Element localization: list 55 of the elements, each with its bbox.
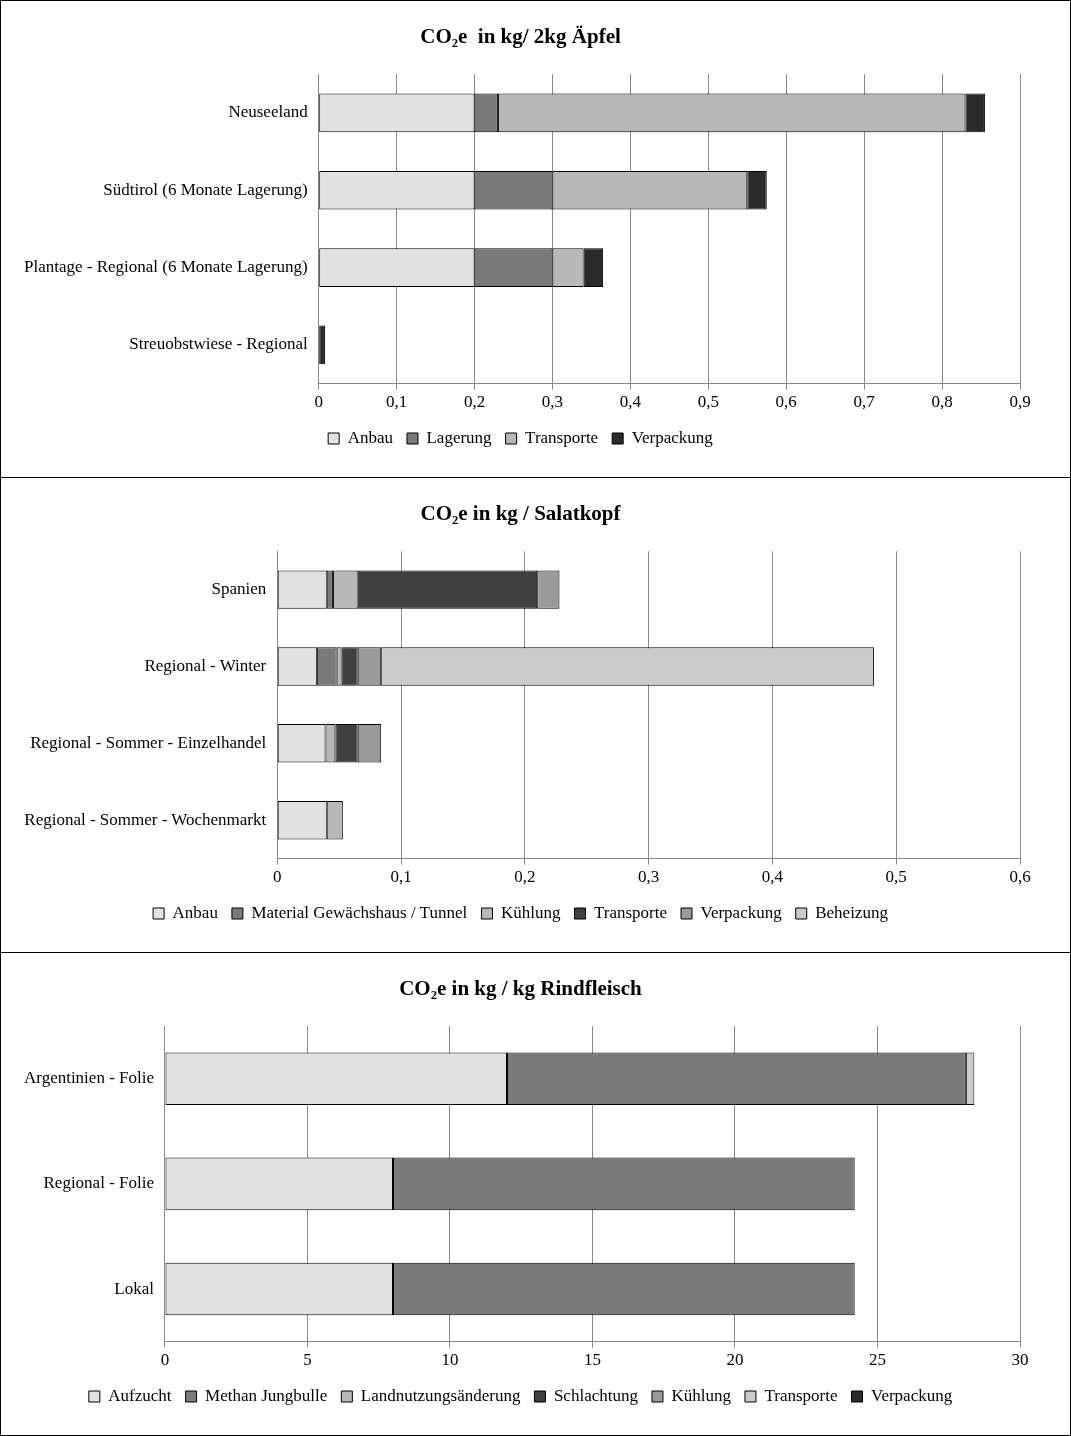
y-tick-label: Regional - Sommer - Einzelhandel (30, 732, 267, 752)
x-tick-label: 0 (160, 1350, 170, 1370)
x-tick-label: 10 (441, 1350, 459, 1370)
legend-label: Beheizung (815, 902, 889, 922)
x-tick-label: 25 (869, 1350, 886, 1370)
x-tick-label: 0 (314, 392, 323, 412)
x-tick-label: 0,1 (386, 392, 408, 412)
chart-title: CO₂e in kg / kg Rindfleisch (399, 976, 643, 1001)
x-tick-label: 0 (272, 867, 282, 887)
x-tick-label: 5 (303, 1350, 312, 1370)
chart-title: CO₂e in kg / Salatkopf (420, 501, 622, 526)
y-tick-label: Streuobstwiese - Regional (129, 334, 308, 354)
x-tick-label: 0,9 (1009, 392, 1031, 412)
legend-label: Methan Jungbulle (205, 1385, 328, 1405)
x-tick-label: 0,4 (619, 392, 642, 412)
legend-label: Verpackung (700, 902, 783, 922)
chart-title: CO₂e in kg/ 2kg Äpfel (420, 24, 621, 49)
x-tick-label: 0,7 (853, 392, 876, 412)
legend-label: Verpackung (871, 1385, 953, 1405)
legend-label: Transporte (764, 1385, 838, 1405)
y-tick-label: Südtirol (6 Monate Lagerung) (103, 179, 308, 199)
legend-label: Kühlung (671, 1385, 732, 1405)
x-tick-label: 0,5 (885, 867, 907, 887)
y-tick-label: Lokal (114, 1278, 155, 1298)
x-tick-label: 0,6 (775, 392, 797, 412)
legend-label: Transporte (525, 427, 599, 447)
y-tick-label: Spanien (211, 579, 267, 599)
x-tick-label: 0,1 (390, 867, 412, 887)
legend-label: Aufzucht (108, 1385, 172, 1405)
legend-label: Lagerung (426, 427, 493, 447)
legend-label: Transporte (593, 902, 668, 922)
legend-label: Anbau (347, 427, 394, 447)
x-tick-label: 0,8 (931, 392, 953, 412)
x-tick-label: 0,5 (697, 392, 719, 412)
x-tick-label: 15 (584, 1350, 601, 1370)
y-tick-label: Regional - Winter (144, 655, 267, 675)
legend-label: Landnutzungsänderung (360, 1385, 521, 1405)
x-tick-label: 0,3 (541, 392, 564, 412)
legend-label: Verpackung (631, 427, 714, 447)
y-tick-label: Argentinien - Folie (24, 1068, 154, 1088)
x-tick-label: 0,2 (514, 867, 536, 887)
x-tick-label: 0,2 (463, 392, 486, 412)
legend-label: Schlachtung (553, 1385, 639, 1405)
legend-label: Kühlung (500, 902, 561, 922)
y-tick-label: Plantage - Regional (6 Monate Lagerung) (23, 257, 308, 277)
x-tick-label: 0,3 (637, 867, 660, 887)
y-tick-label: Regional - Folie (43, 1173, 154, 1193)
legend-label: Material Gewächshaus / Tunnel (251, 902, 468, 922)
y-tick-label: Regional - Sommer - Wochenmarkt (24, 809, 267, 829)
x-tick-label: 0,4 (761, 867, 784, 887)
x-tick-label: 30 (1011, 1350, 1029, 1370)
legend-label: Anbau (172, 902, 219, 922)
x-tick-label: 20 (726, 1350, 744, 1370)
x-tick-label: 0,6 (1009, 867, 1031, 887)
y-tick-label: Neuseeland (228, 102, 309, 122)
